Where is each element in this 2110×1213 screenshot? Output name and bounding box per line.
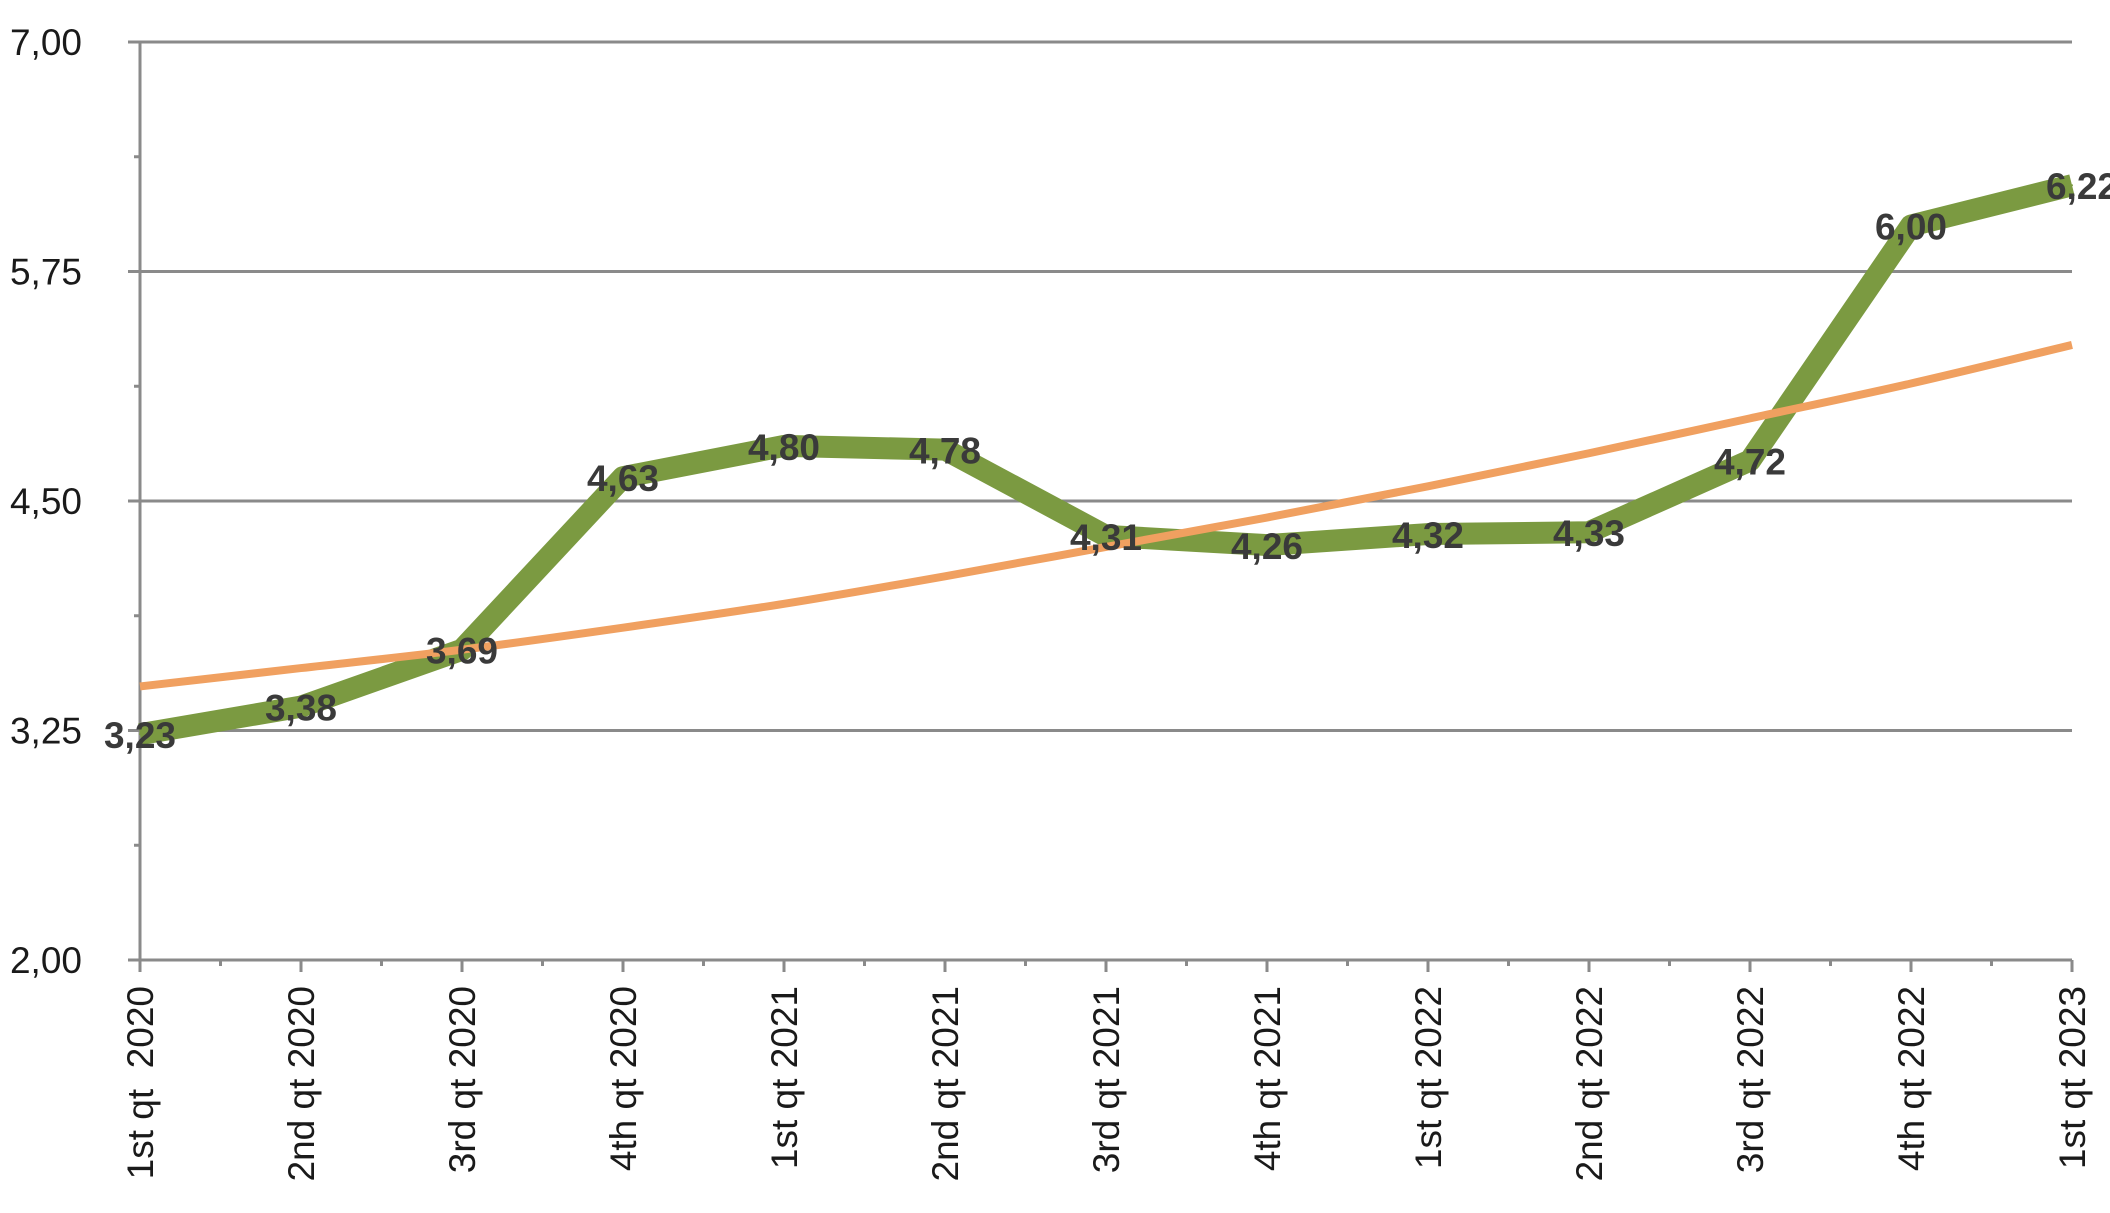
x-tick-label-6: 3rd qt 2021 <box>1086 986 1127 1173</box>
data-point-8 <box>1427 533 1429 536</box>
data-point-2 <box>461 648 463 651</box>
x-tick-label-12: 1st qt 2023 <box>2052 986 2093 1169</box>
data-label-11: 6,00 <box>1875 207 1947 248</box>
data-point-10 <box>1749 459 1751 462</box>
data-label-10: 4,72 <box>1714 442 1786 483</box>
x-tick-label-2: 3rd qt 2020 <box>442 986 483 1173</box>
data-point-9 <box>1588 531 1590 534</box>
y-axis-tick-labels: 2,00 3,25 4,50 5,75 7,00 <box>10 22 82 981</box>
data-label-3: 4,63 <box>587 458 659 499</box>
x-tick-label-11: 4th qt 2022 <box>1891 986 1932 1171</box>
data-point-0 <box>139 733 141 736</box>
x-tick-label-9: 2nd qt 2022 <box>1569 986 1610 1181</box>
data-label-2: 3,69 <box>426 631 498 672</box>
data-point-1 <box>300 705 302 708</box>
y-tick-label-3: 5,75 <box>10 252 82 293</box>
data-label-1: 3,38 <box>265 688 337 729</box>
data-point-4 <box>783 444 785 447</box>
data-point-6 <box>1105 534 1107 537</box>
data-labels: 3,23 3,38 3,69 4,63 4,80 4,78 4,31 4,26 4,32 4,33… <box>104 166 2110 756</box>
x-tick-label-0: 1st qt 2020 <box>120 986 161 1179</box>
axes <box>128 40 2074 972</box>
data-point-5 <box>944 448 946 451</box>
data-point-3 <box>622 476 624 479</box>
x-tick-label-8: 1st qt 2022 <box>1408 986 1449 1169</box>
data-label-9: 4,33 <box>1553 513 1625 554</box>
data-point-11 <box>1910 224 1912 227</box>
data-label-12: 6,22 <box>2046 166 2110 207</box>
x-tick-label-1: 2nd qt 2020 <box>281 986 322 1181</box>
y-tick-label-4: 7,00 <box>10 22 82 63</box>
data-label-8: 4,32 <box>1392 515 1464 556</box>
data-label-5: 4,78 <box>909 431 981 472</box>
gridlines <box>140 40 2072 732</box>
data-label-4: 4,80 <box>748 427 820 468</box>
data-point-7 <box>1266 544 1268 547</box>
y-tick-label-2: 4,50 <box>10 481 82 522</box>
data-label-6: 4,31 <box>1070 517 1142 558</box>
x-axis-tick-labels: 1st qt 2020 2nd qt 2020 3rd qt 2020 4th qt … <box>120 986 2093 1181</box>
x-tick-label-4: 1st qt 2021 <box>764 986 805 1169</box>
data-point-12 <box>2071 184 2073 187</box>
x-tick-label-3: 4th qt 2020 <box>603 986 644 1171</box>
data-label-0: 3,23 <box>104 715 176 756</box>
x-tick-label-7: 4th qt 2021 <box>1247 986 1288 1171</box>
y-tick-label-1: 3,25 <box>10 711 82 752</box>
series <box>138 174 2075 746</box>
x-tick-label-10: 3rd qt 2022 <box>1730 986 1771 1173</box>
data-label-7: 4,26 <box>1231 526 1303 567</box>
y-tick-label-0: 2,00 <box>10 940 82 981</box>
x-tick-label-5: 2nd qt 2021 <box>925 986 966 1181</box>
